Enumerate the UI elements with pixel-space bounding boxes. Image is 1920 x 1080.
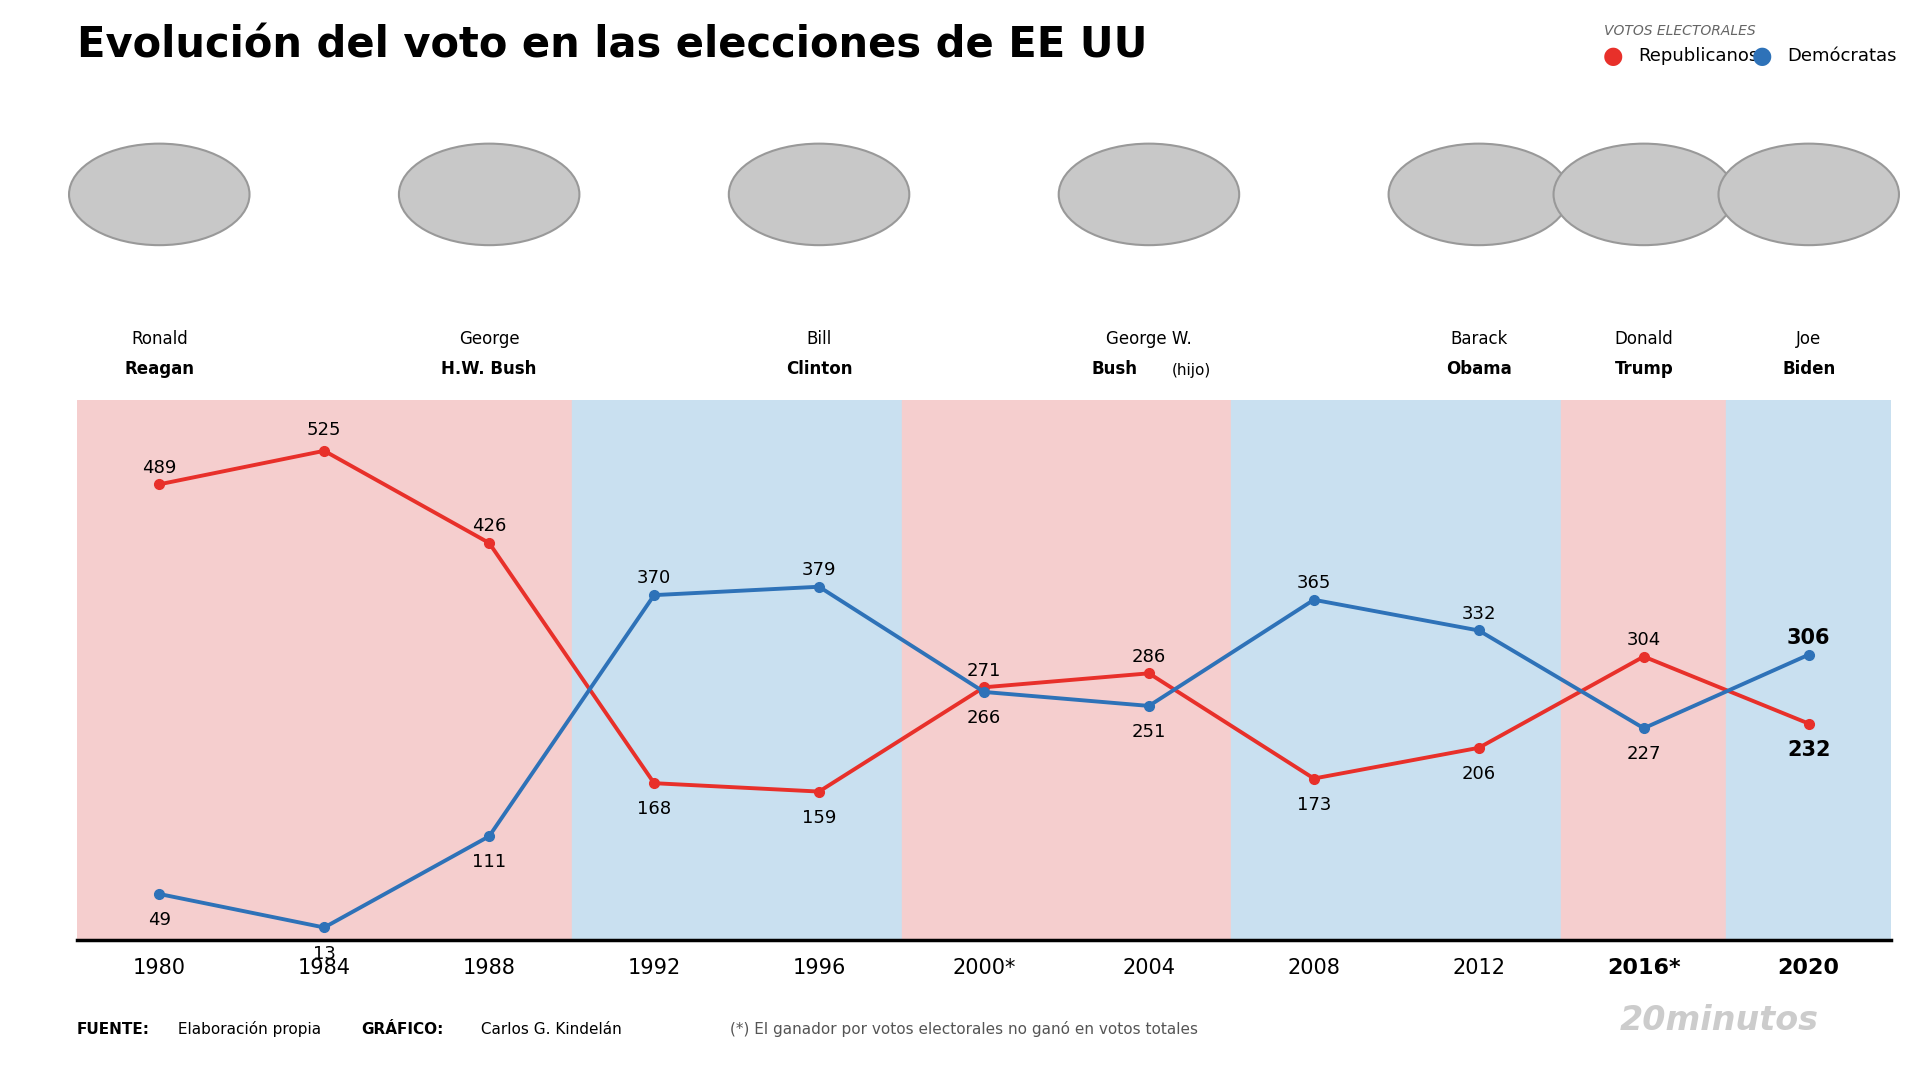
Text: Evolución del voto en las elecciones de EE UU: Evolución del voto en las elecciones de …	[77, 25, 1148, 67]
Bar	[572, 400, 737, 940]
Text: 20minutos: 20minutos	[1619, 1003, 1818, 1037]
Text: Bill: Bill	[806, 329, 831, 348]
Text: 168: 168	[637, 800, 672, 819]
Text: Joe: Joe	[1795, 329, 1822, 348]
Bar	[1561, 400, 1726, 940]
Bar	[77, 400, 242, 940]
Text: 365: 365	[1296, 573, 1331, 592]
Text: 286: 286	[1131, 648, 1165, 665]
Text: 251: 251	[1131, 723, 1165, 741]
Bar	[1726, 400, 1891, 940]
Bar	[407, 400, 572, 940]
Text: Elaboración propia: Elaboración propia	[173, 1021, 336, 1037]
Text: Republicanos: Republicanos	[1638, 48, 1759, 65]
Text: Bush: Bush	[1091, 360, 1137, 378]
Text: VOTOS ELECTORALES: VOTOS ELECTORALES	[1605, 24, 1755, 38]
Text: Ronald: Ronald	[131, 329, 188, 348]
Text: Barack: Barack	[1450, 329, 1507, 348]
Text: Obama: Obama	[1446, 360, 1511, 378]
Text: 304: 304	[1626, 631, 1661, 649]
Text: 111: 111	[472, 853, 507, 872]
Text: Donald: Donald	[1615, 329, 1672, 348]
Text: Reagan: Reagan	[125, 360, 194, 378]
Text: Clinton: Clinton	[785, 360, 852, 378]
Text: 227: 227	[1626, 745, 1661, 764]
Text: 332: 332	[1461, 605, 1496, 623]
Text: (hijo): (hijo)	[1171, 363, 1212, 378]
Text: Demócratas: Demócratas	[1788, 48, 1897, 65]
Text: Trump: Trump	[1615, 360, 1672, 378]
Text: ●: ●	[1753, 44, 1772, 68]
Bar	[1396, 400, 1561, 940]
Text: H.W. Bush: H.W. Bush	[442, 360, 538, 378]
Text: 49: 49	[148, 912, 171, 929]
Text: George: George	[459, 329, 520, 348]
Text: 13: 13	[313, 945, 336, 962]
Text: 206: 206	[1461, 765, 1496, 783]
Text: George W.: George W.	[1106, 329, 1192, 348]
Text: 159: 159	[803, 809, 837, 826]
Text: 489: 489	[142, 459, 177, 476]
Text: GRÁFICO:: GRÁFICO:	[361, 1022, 444, 1037]
Text: 266: 266	[968, 708, 1000, 727]
Text: 173: 173	[1296, 796, 1331, 813]
Bar	[737, 400, 902, 940]
Text: 232: 232	[1788, 740, 1830, 759]
Bar	[902, 400, 1066, 940]
Text: 379: 379	[803, 561, 837, 579]
Text: ●: ●	[1603, 44, 1622, 68]
Text: 370: 370	[637, 569, 672, 588]
Text: FUENTE:: FUENTE:	[77, 1022, 150, 1037]
Text: (*) El ganador por votos electorales no ganó en votos totales: (*) El ganador por votos electorales no …	[730, 1021, 1198, 1037]
Text: 271: 271	[968, 662, 1000, 679]
Bar	[242, 400, 407, 940]
Bar	[1066, 400, 1231, 940]
Text: 525: 525	[307, 421, 342, 440]
Text: Biden: Biden	[1782, 360, 1836, 378]
Text: Carlos G. Kindelán: Carlos G. Kindelán	[476, 1022, 622, 1037]
Text: 306: 306	[1788, 627, 1830, 648]
Bar	[1231, 400, 1396, 940]
Text: 426: 426	[472, 517, 507, 536]
